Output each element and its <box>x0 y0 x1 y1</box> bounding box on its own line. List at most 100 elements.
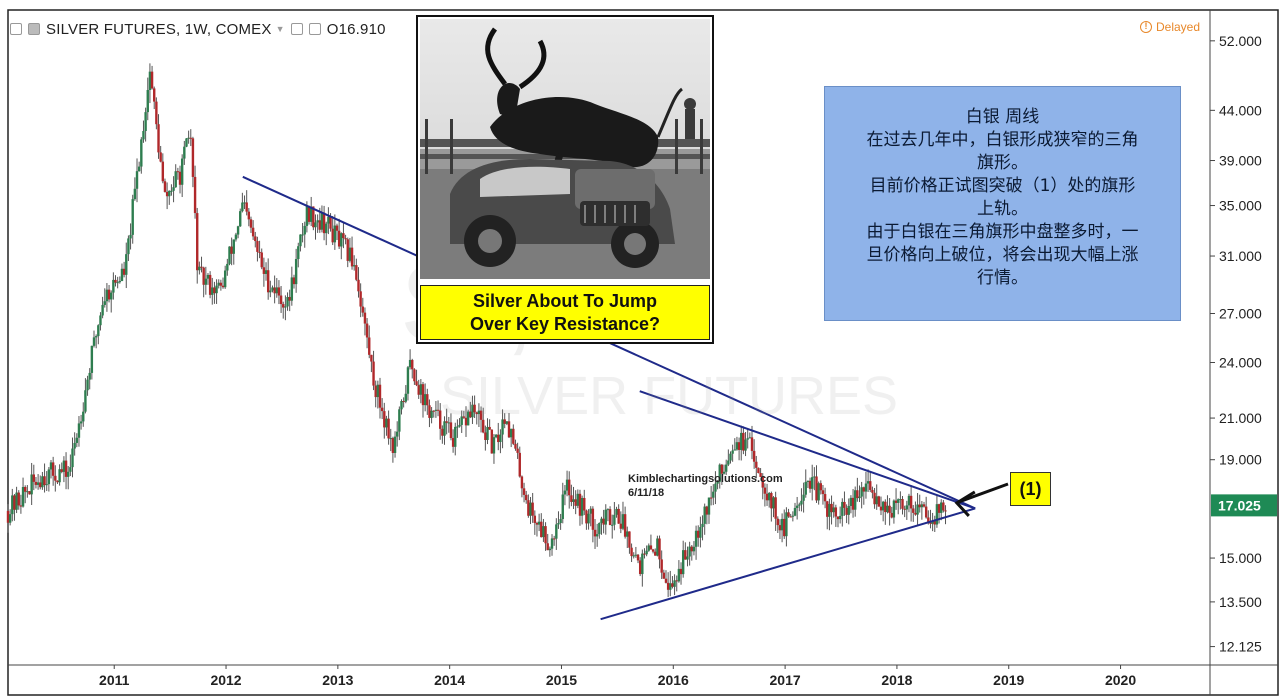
candle-body <box>54 475 57 481</box>
candle-body <box>290 277 294 301</box>
time-tick-label: 2016 <box>658 672 689 688</box>
candle-body <box>935 504 939 525</box>
candle-body <box>894 500 898 503</box>
candle-body <box>718 464 721 482</box>
candle-body <box>404 393 407 402</box>
note-line: 旦价格向上破位，将会出现大幅上涨 <box>866 245 1139 265</box>
candle-body <box>520 476 524 489</box>
annotation-arrow <box>954 482 1009 517</box>
candle-body <box>686 556 689 560</box>
candle-body <box>230 246 233 254</box>
note-line: 目前价格正试图突破（1）处的旗形 <box>869 176 1136 196</box>
candle-body <box>503 419 506 424</box>
candle-body <box>34 481 38 485</box>
candle-body <box>387 418 390 439</box>
candle-body <box>342 233 345 239</box>
candle-body <box>856 490 859 499</box>
candle-body <box>909 495 913 509</box>
candle-body <box>516 448 519 453</box>
candle-body <box>21 486 25 507</box>
candle-body <box>832 507 835 513</box>
candle-body <box>677 568 681 582</box>
candle-body <box>589 508 592 514</box>
candle-body <box>464 417 468 426</box>
candle-body <box>400 401 403 410</box>
candle-body <box>24 486 27 492</box>
candle-body <box>681 550 685 575</box>
candle-body <box>161 161 165 182</box>
candle-body <box>509 428 513 438</box>
candle-body <box>789 516 792 518</box>
candle-body <box>372 361 375 386</box>
candle-body <box>544 526 547 544</box>
settings-icon[interactable] <box>290 23 303 35</box>
candle-body <box>273 287 276 294</box>
candle-body <box>140 139 143 167</box>
candle-body <box>282 304 285 308</box>
candle-body <box>131 199 134 235</box>
candle-body <box>94 336 98 338</box>
candle-body <box>11 495 14 515</box>
candle-body <box>234 234 238 240</box>
candle-body <box>144 112 147 132</box>
candle-body <box>525 494 528 501</box>
candle-body <box>662 572 666 579</box>
candle-body <box>243 202 246 204</box>
candle-body <box>752 450 756 462</box>
time-tick-label: 2012 <box>210 672 241 688</box>
candle-body <box>568 479 571 496</box>
candle-body <box>565 479 569 491</box>
candle-body <box>380 407 384 412</box>
candle-body <box>897 499 900 503</box>
candle-body <box>755 461 758 468</box>
candle-body <box>626 531 629 537</box>
candle-body <box>41 476 44 488</box>
candle-body <box>471 404 474 418</box>
chevron-down-icon[interactable]: ▼ <box>275 24 285 34</box>
candle-body <box>473 404 476 413</box>
delayed-badge[interactable]: ! Delayed <box>1140 20 1200 34</box>
candle-body <box>593 529 597 537</box>
time-tick-label: 2013 <box>322 672 353 688</box>
candle-body <box>505 421 509 424</box>
candle-body <box>125 254 128 275</box>
candle-body <box>611 524 614 526</box>
candle-body <box>204 278 208 285</box>
candle-body <box>99 315 102 326</box>
open-price: O16.910 <box>326 20 386 38</box>
candle-body <box>348 247 352 261</box>
candle-body <box>309 206 313 222</box>
candle-body <box>550 538 554 549</box>
symbol-label[interactable]: SILVER FUTURES, 1W, COMEX <box>46 20 272 38</box>
candle-body <box>159 152 162 162</box>
candle-body <box>673 580 676 587</box>
candle-body <box>714 483 717 492</box>
bar-style-icon[interactable] <box>28 23 40 35</box>
last-price-badge <box>1211 494 1277 517</box>
candle-body <box>823 494 827 502</box>
candle-body <box>563 490 567 495</box>
candle-body <box>58 469 61 483</box>
candle-body <box>357 279 360 292</box>
candle-body <box>112 279 115 293</box>
candle-body <box>583 497 586 511</box>
candle-body <box>920 504 924 508</box>
candle-body <box>352 265 356 267</box>
candle-body <box>628 531 631 548</box>
candle-body <box>118 281 122 283</box>
candle-body <box>873 492 876 505</box>
photo-caption: Silver About To Jump Over Key Resistance… <box>420 285 710 340</box>
chart-header: SILVER FUTURES, 1W, COMEX ▼ O16.910 <box>10 18 386 40</box>
candles <box>6 63 947 598</box>
candle-body <box>533 515 537 523</box>
candle-body <box>426 394 429 406</box>
caption-line-1: Silver About To Jump <box>472 290 657 311</box>
candle-body <box>501 419 504 435</box>
candle-body <box>826 501 829 517</box>
collapse-icon[interactable] <box>10 23 22 35</box>
candle-body <box>284 306 287 308</box>
arrow-head <box>954 490 976 517</box>
candle-body <box>518 452 521 477</box>
compare-icon[interactable] <box>308 23 321 35</box>
